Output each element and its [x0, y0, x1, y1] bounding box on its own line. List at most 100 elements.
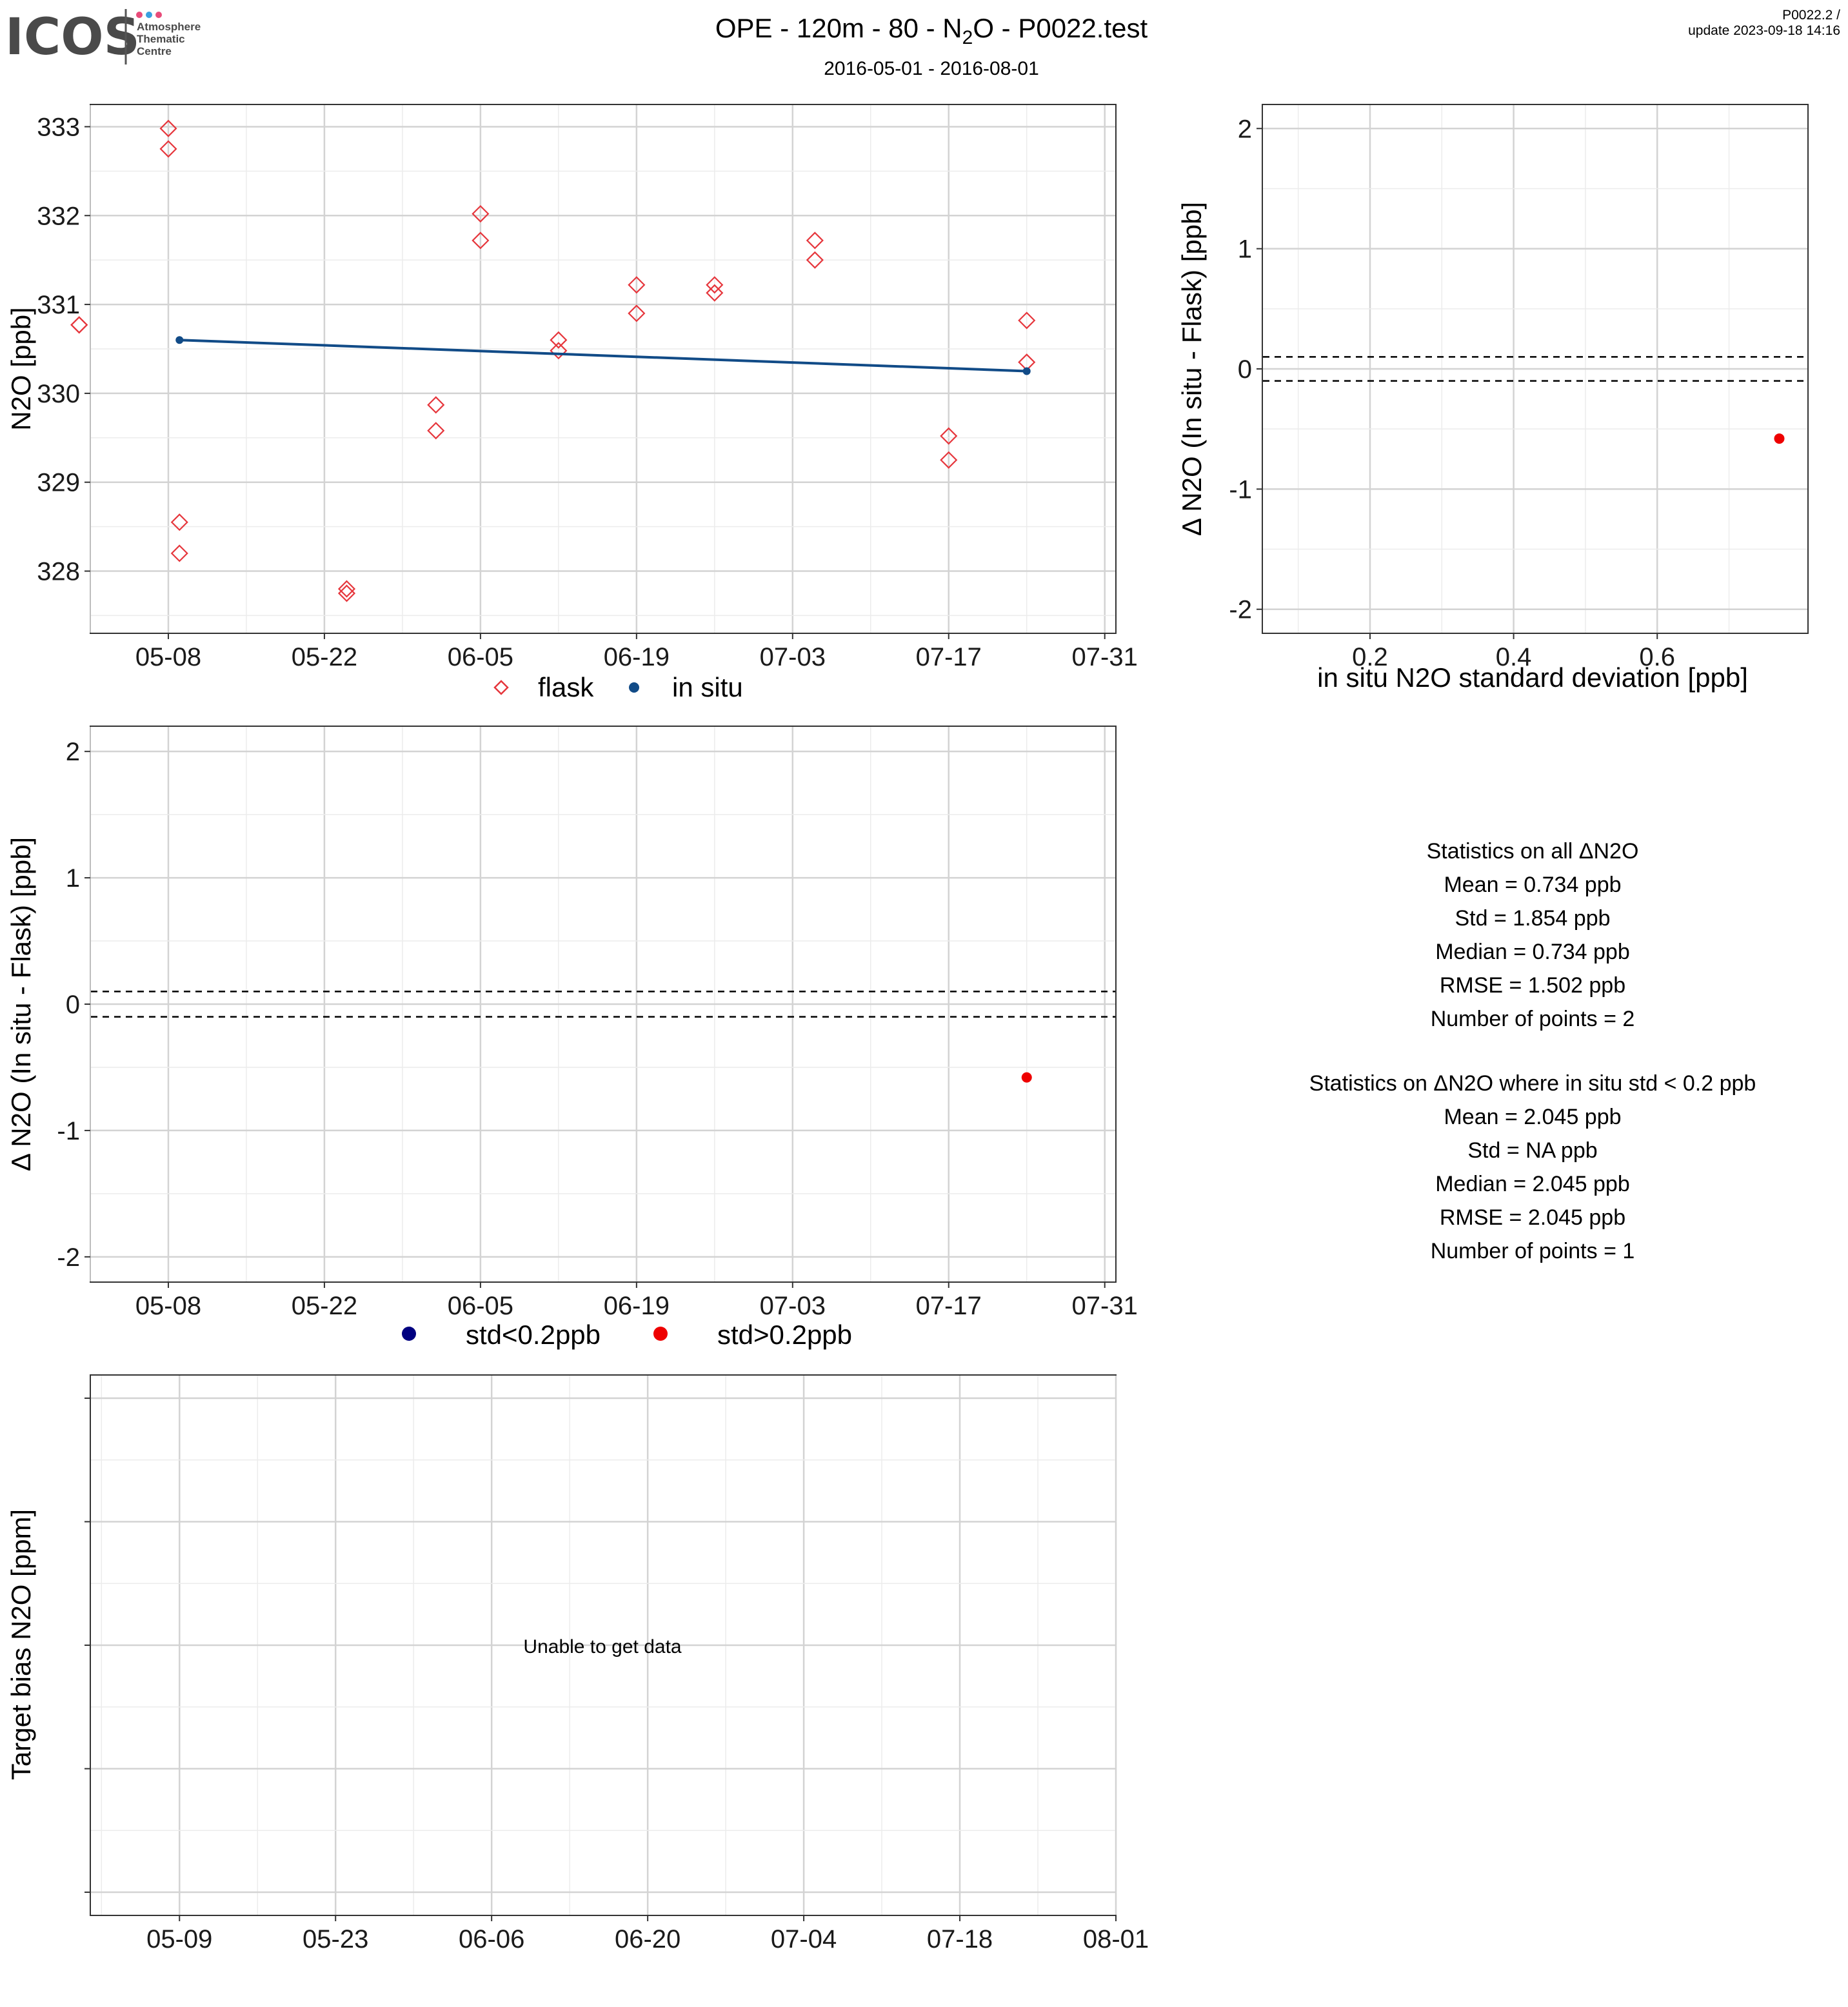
flask-point — [170, 513, 188, 531]
page-title-part-2: O - P0022.test — [973, 13, 1148, 43]
flask-point — [427, 422, 445, 440]
x-tick-label: 05-09 — [146, 1925, 212, 1953]
legend-std-high-marker — [653, 1327, 668, 1341]
flask-point — [940, 451, 958, 469]
flask-point — [427, 396, 445, 414]
logo-dot-3 — [155, 12, 162, 18]
legend-std-low-marker — [402, 1327, 416, 1341]
y-tick-label: 0 — [66, 991, 80, 1019]
y-tick-label: 331 — [37, 291, 80, 319]
stats-filtered-rmse: RMSE = 2.045 ppb — [1440, 1205, 1625, 1230]
flask-point — [628, 304, 646, 322]
legend-insitu-marker — [629, 682, 639, 693]
stats-all-count: Number of points = 2 — [1431, 1007, 1635, 1031]
flask-point — [472, 204, 490, 223]
x-tick-label: 05-08 — [135, 643, 201, 671]
version-label: P0022.2 / — [1782, 8, 1840, 23]
x-tick-label: 06-06 — [459, 1925, 524, 1953]
y-tick-label: 1 — [66, 864, 80, 893]
statistics-block: Statistics on all ΔN2O Mean = 0.734 ppb … — [1309, 839, 1756, 1263]
y-tick-label: 330 — [37, 380, 80, 408]
insitu-point — [1022, 367, 1031, 375]
timeseries-ylabel: N2O [ppb] — [6, 307, 36, 430]
flask-point — [472, 232, 490, 250]
x-tick-label: 05-22 — [292, 1292, 357, 1320]
delta-vs-std-panel: 0.2 0.4 0.6 -2 -1 0 1 2 — [1229, 104, 1809, 671]
y-tick-label: 332 — [37, 202, 80, 230]
stats-all-median: Median = 0.734 ppb — [1435, 940, 1630, 964]
logo-wordmark: ICOS — [5, 8, 140, 66]
delta-legend: std<0.2ppb std>0.2ppb — [402, 1320, 852, 1350]
insitu-line — [179, 339, 1027, 373]
x-tick-label: 06-19 — [604, 1292, 670, 1320]
x-tick-label: 07-31 — [1072, 643, 1138, 671]
logo-subtitle-line-2: Thematic — [137, 33, 185, 45]
y-tick-label: 2 — [1238, 115, 1252, 143]
flask-point — [550, 342, 568, 360]
logo-subtitle-line-3: Centre — [137, 45, 172, 57]
icos-logo: ICOS Atmosphere Thematic Centre — [5, 8, 201, 66]
x-tick-label: 06-05 — [448, 1292, 513, 1320]
y-tick-label: 1 — [1238, 235, 1252, 264]
x-tick-label: 07-17 — [916, 1292, 982, 1320]
no-data-message: Unable to get data — [523, 1636, 682, 1657]
flask-point — [159, 140, 177, 158]
flask-point — [706, 276, 724, 294]
flask-point — [628, 276, 646, 294]
x-tick-label: 05-22 — [292, 643, 357, 671]
stats-filtered-title: Statistics on ΔN2O where in situ std < 0… — [1309, 1071, 1756, 1096]
timeseries-panel: 05-08 05-22 06-05 06-19 07-03 07-17 07-31 328 32… — [37, 104, 1138, 671]
x-tick-label: 06-19 — [604, 643, 670, 671]
y-tick-label: 333 — [37, 113, 80, 141]
date-range: 2016-05-01 - 2016-08-01 — [824, 58, 1039, 79]
flask-point — [337, 580, 356, 598]
x-tick-label: 0.4 — [1496, 643, 1532, 671]
x-tick-label: 07-03 — [760, 1292, 826, 1320]
page-title-part-1: OPE - 120m - 80 - N — [715, 13, 962, 43]
flask-point — [550, 331, 568, 349]
y-tick-label: -1 — [57, 1117, 80, 1145]
x-tick-label: 06-05 — [448, 643, 513, 671]
x-tick-label: 07-31 — [1072, 1292, 1138, 1320]
flask-point — [337, 584, 356, 602]
delta-point — [1774, 433, 1785, 444]
legend-flask-marker — [493, 680, 509, 695]
y-tick-label: -1 — [1229, 475, 1252, 504]
x-tick-label: 07-04 — [771, 1925, 837, 1953]
flask-point — [170, 544, 188, 562]
stats-all-mean: Mean = 0.734 ppb — [1444, 873, 1621, 897]
delta-vs-std-ylabel: Δ N2O (In situ - Flask) [ppb] — [1177, 202, 1207, 536]
stats-filtered-mean: Mean = 2.045 ppb — [1444, 1105, 1621, 1129]
stats-all-title: Statistics on all ΔN2O — [1427, 839, 1639, 864]
y-tick-label: 2 — [66, 738, 80, 766]
flask-point — [940, 427, 958, 445]
x-tick-label: 0.2 — [1352, 643, 1388, 671]
target-bias-panel: 05-09 05-23 06-06 06-20 07-04 07-18 08-01 Unabl… — [84, 1374, 1149, 1953]
legend-std-high-label: std>0.2ppb — [717, 1320, 852, 1350]
y-tick-label: 0 — [1238, 355, 1252, 384]
page-title-subscript: 2 — [962, 27, 973, 48]
x-tick-label: 07-17 — [916, 643, 982, 671]
stats-all-rmse: RMSE = 1.502 ppb — [1440, 973, 1625, 998]
stats-all-std: Std = 1.854 ppb — [1455, 906, 1610, 931]
stats-filtered-std: Std = NA ppb — [1467, 1138, 1597, 1163]
flask-point — [806, 251, 824, 269]
legend-std-low-label: std<0.2ppb — [466, 1320, 601, 1350]
delta-timeseries-panel: 05-08 05-22 06-05 06-19 07-03 07-17 07-31 -2 -1 0… — [57, 726, 1138, 1320]
legend-insitu-label: in situ — [672, 672, 743, 702]
logo-dot-2 — [146, 12, 152, 18]
x-tick-label: 0.6 — [1639, 643, 1675, 671]
update-label: update 2023-09-18 14:16 — [1688, 23, 1840, 38]
y-tick-label: 329 — [37, 469, 80, 497]
logo-dot-1 — [136, 12, 143, 18]
target-bias-ylabel: Target bias N2O [ppm] — [6, 1509, 36, 1780]
flask-point — [1018, 311, 1036, 330]
y-tick-label: -2 — [57, 1243, 80, 1272]
delta-point — [1021, 1072, 1032, 1083]
y-tick-label: -2 — [1229, 596, 1252, 624]
flask-point — [806, 232, 824, 250]
legend-flask-label: flask — [538, 672, 594, 702]
flask-point — [706, 284, 724, 302]
x-tick-label: 08-01 — [1083, 1925, 1149, 1953]
